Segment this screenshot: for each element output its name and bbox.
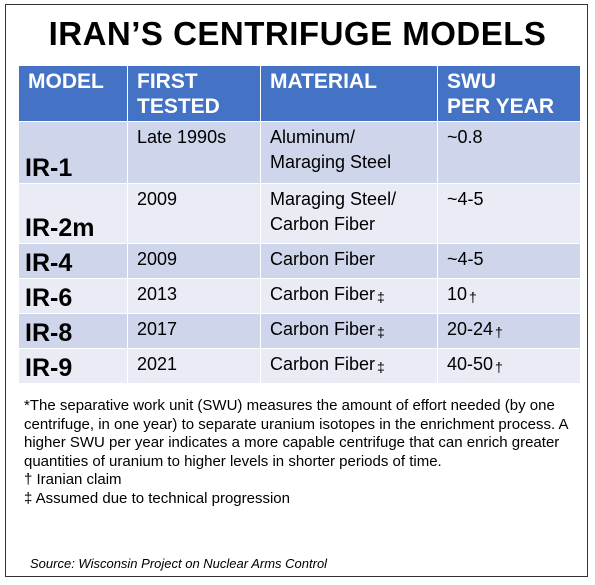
swu-value: ~0.8 <box>447 127 483 147</box>
model-cell: IR-2m <box>18 183 128 244</box>
centrifuge-table: MODEL FIRST TESTED MATERIAL SWU PER YEAR… <box>18 65 581 384</box>
swu-cell: 40-50 † <box>437 348 581 384</box>
swu-cell: ~0.8 <box>437 121 581 184</box>
footnotes: *The separative work unit (SWU) measures… <box>24 397 580 508</box>
double-dagger-mark: ‡ <box>377 359 385 375</box>
swu-value: 20-24 <box>447 319 494 339</box>
header-material: MATERIAL <box>260 65 438 122</box>
swu-value: 10 <box>447 284 468 304</box>
swu-definition-note: *The separative work unit (SWU) measures… <box>24 397 568 470</box>
swu-cell: 20-24 † <box>437 313 581 349</box>
double-dagger-note: ‡ Assumed due to technical progression <box>24 489 290 507</box>
material-cell: Carbon Fiber ‡ <box>260 348 438 384</box>
material-cell: Carbon Fiber ‡ <box>260 313 438 349</box>
material-line: Carbon Fiber <box>270 354 376 374</box>
header-line: FIRST <box>137 70 198 93</box>
header-first-tested: FIRST TESTED <box>127 65 261 122</box>
swu-value: ~4-5 <box>447 189 484 209</box>
first-tested-cell: 2013 <box>127 278 261 314</box>
model-cell: IR-4 <box>18 243 128 279</box>
first-tested-cell: 2021 <box>127 348 261 384</box>
source-credit: Source: Wisconsin Project on Nuclear Arm… <box>30 556 328 571</box>
material-line: Carbon Fiber <box>270 214 376 234</box>
header-swu-per-year: SWU PER YEAR <box>437 65 581 122</box>
page-title: IRAN’S CENTRIFUGE MODELS <box>48 15 547 52</box>
header-line: MODEL <box>28 70 104 93</box>
table-row: IR-4 2009 Carbon Fiber ~4-5 <box>18 243 581 279</box>
model-cell: IR-8 <box>18 313 128 349</box>
first-tested-cell: Late 1990s <box>127 121 261 184</box>
material-cell: Maraging Steel/ Carbon Fiber <box>260 183 438 244</box>
table-row: IR-8 2017 Carbon Fiber ‡ 20-24 † <box>18 313 581 349</box>
material-line: Aluminum/ <box>270 127 356 147</box>
double-dagger-mark: ‡ <box>377 324 385 340</box>
header-line: PER YEAR <box>447 95 554 118</box>
first-tested-cell: 2009 <box>127 243 261 279</box>
double-dagger-mark: ‡ <box>377 289 385 305</box>
model-cell: IR-1 <box>18 121 128 184</box>
material-line: Maraging Steel <box>270 152 392 172</box>
table-row: IR-1 Late 1990s Aluminum/ Maraging Steel… <box>18 121 581 184</box>
model-cell: IR-6 <box>18 278 128 314</box>
dagger-mark: † <box>495 324 503 340</box>
header-line: TESTED <box>137 95 220 118</box>
table-row: IR-2m 2009 Maraging Steel/ Carbon Fiber … <box>18 183 581 244</box>
table-row: IR-6 2013 Carbon Fiber ‡ 10 † <box>18 278 581 314</box>
material-line: Maraging Steel/ <box>270 189 397 209</box>
header-line: MATERIAL <box>270 70 377 93</box>
material-line: Carbon Fiber <box>270 284 376 304</box>
dagger-mark: † <box>495 359 503 375</box>
swu-cell: ~4-5 <box>437 183 581 244</box>
model-cell: IR-9 <box>18 348 128 384</box>
material-line: Carbon Fiber <box>270 319 376 339</box>
table-row: IR-9 2021 Carbon Fiber ‡ 40-50 † <box>18 348 581 384</box>
material-cell: Carbon Fiber ‡ <box>260 278 438 314</box>
swu-value: ~4-5 <box>447 249 484 269</box>
first-tested-cell: 2009 <box>127 183 261 244</box>
material-cell: Carbon Fiber <box>260 243 438 279</box>
dagger-mark: † <box>469 289 477 305</box>
swu-cell: ~4-5 <box>437 243 581 279</box>
dagger-note: † Iranian claim <box>24 471 122 488</box>
swu-value: 40-50 <box>447 354 494 374</box>
header-line: SWU <box>447 70 496 93</box>
material-cell: Aluminum/ Maraging Steel <box>260 121 438 184</box>
material-line: Carbon Fiber <box>270 249 376 269</box>
header-model: MODEL <box>18 65 128 122</box>
first-tested-cell: 2017 <box>127 313 261 349</box>
swu-cell: 10 † <box>437 278 581 314</box>
table-header-row: MODEL FIRST TESTED MATERIAL SWU PER YEAR <box>18 65 581 122</box>
infographic-frame: IRAN’S CENTRIFUGE MODELS MODEL FIRST TES… <box>5 4 588 577</box>
